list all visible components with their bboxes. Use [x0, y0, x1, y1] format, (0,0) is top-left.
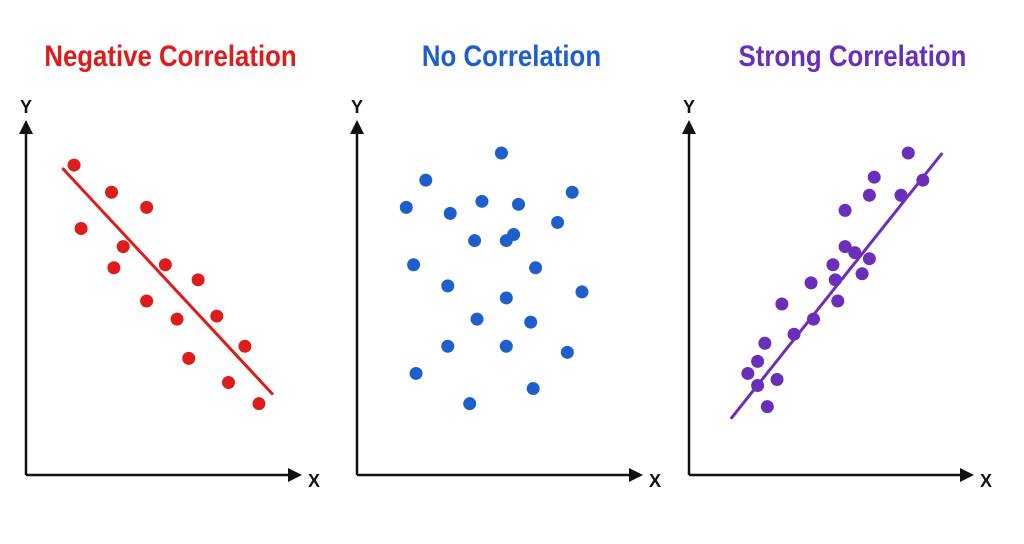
data-point	[475, 194, 489, 208]
data-point	[182, 351, 196, 365]
data-point	[804, 276, 818, 290]
data-point	[560, 345, 574, 359]
data-point	[399, 200, 413, 214]
data-point	[507, 228, 521, 242]
data-point	[775, 297, 789, 311]
y-axis-arrow	[682, 120, 696, 134]
data-point	[741, 366, 755, 380]
data-point	[751, 379, 765, 393]
trend-line	[61, 167, 275, 396]
data-point	[470, 312, 484, 326]
data-point	[826, 258, 840, 272]
data-point	[499, 339, 513, 353]
data-point	[787, 327, 801, 341]
data-point	[524, 315, 538, 329]
data-point	[828, 273, 842, 287]
data-point	[565, 185, 579, 199]
data-point	[551, 215, 565, 229]
y-axis-arrow	[19, 120, 33, 134]
data-point	[468, 234, 482, 248]
data-point	[407, 258, 421, 272]
data-point	[512, 197, 526, 211]
data-point	[67, 158, 81, 172]
data-point	[855, 267, 869, 281]
data-point	[107, 261, 121, 275]
chart-title: Negative Correlation	[44, 40, 297, 73]
data-point	[758, 336, 772, 350]
data-point	[140, 294, 154, 308]
data-point	[210, 309, 224, 323]
chart-title: Strong Correlation	[738, 40, 967, 73]
data-point	[463, 397, 477, 411]
data-point	[74, 222, 88, 235]
data-point	[191, 273, 205, 287]
data-point	[441, 339, 455, 353]
data-point	[529, 261, 543, 275]
data-point	[238, 339, 252, 353]
x-axis-label: X	[308, 471, 320, 491]
data-point	[409, 366, 423, 380]
data-point	[443, 206, 457, 220]
data-point	[901, 146, 915, 160]
x-axis-arrow	[288, 468, 302, 482]
y-axis-label: Y	[351, 97, 363, 117]
data-point	[494, 146, 508, 160]
scatter-plot: XY	[350, 97, 661, 491]
x-axis-label: X	[649, 471, 661, 491]
data-point	[170, 312, 184, 326]
y-axis-label: Y	[20, 97, 32, 117]
data-point	[916, 173, 930, 187]
data-point	[862, 188, 876, 202]
y-axis-arrow	[350, 120, 364, 134]
data-point	[867, 170, 881, 184]
data-point	[838, 240, 852, 254]
x-axis-arrow	[960, 468, 974, 482]
data-point	[575, 285, 589, 299]
y-axis-label: Y	[683, 97, 695, 117]
scatter-plot: XY	[19, 97, 320, 491]
data-point	[838, 203, 852, 217]
data-point	[862, 252, 876, 266]
data-point	[419, 173, 433, 187]
data-point	[140, 200, 154, 214]
data-point	[252, 397, 266, 411]
data-point	[806, 312, 820, 326]
chart-title: No Correlation	[421, 40, 602, 73]
data-point	[105, 185, 119, 199]
scatter-plot: XY	[682, 97, 992, 491]
data-point	[441, 279, 455, 293]
data-point	[222, 376, 236, 390]
data-point	[116, 240, 130, 254]
data-point	[526, 382, 540, 396]
data-point	[831, 294, 845, 308]
data-point	[158, 258, 172, 272]
x-axis-label: X	[980, 471, 992, 491]
data-point	[499, 291, 513, 305]
data-point	[770, 373, 784, 386]
data-point	[760, 400, 774, 414]
x-axis-arrow	[629, 468, 643, 482]
data-point	[751, 354, 765, 368]
data-point	[894, 188, 908, 202]
data-point	[848, 246, 862, 260]
